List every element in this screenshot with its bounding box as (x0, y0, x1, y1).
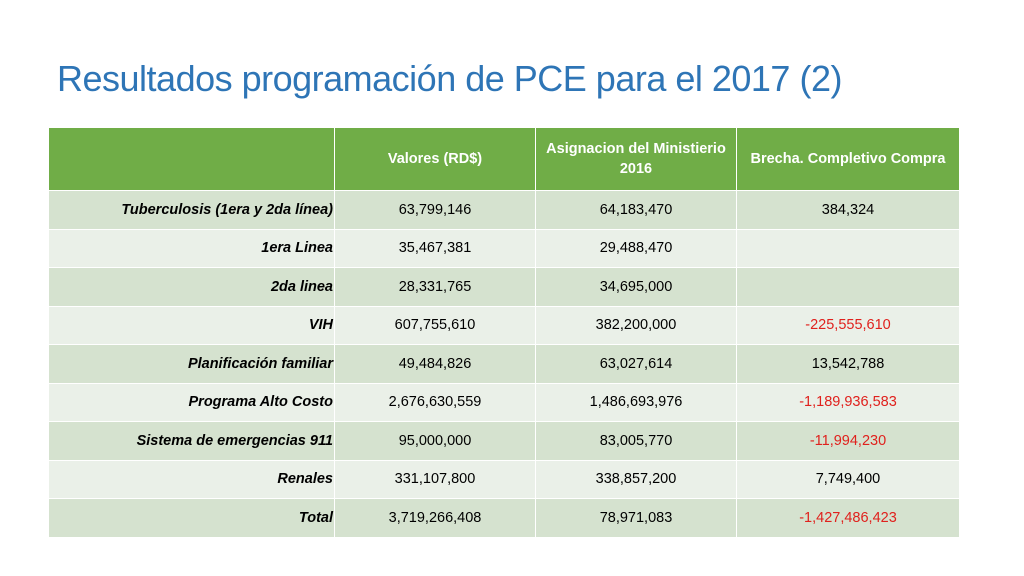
cell-asignacion: 34,695,000 (535, 267, 737, 307)
table-row: 2da linea 28,331,765 34,695,000 (48, 267, 960, 307)
row-label: Programa Alto Costo (48, 382, 335, 422)
cell-asignacion: 1,486,693,976 (535, 382, 737, 422)
cell-valores: 63,799,146 (334, 190, 536, 230)
table-row: Programa Alto Costo 2,676,630,559 1,486,… (48, 382, 960, 422)
cell-brecha (736, 228, 960, 268)
row-label: Renales (48, 459, 335, 499)
row-label: Planificación familiar (48, 344, 335, 384)
cell-valores: 28,331,765 (334, 267, 536, 307)
cell-asignacion: 78,971,083 (535, 498, 737, 538)
table-header-row: Valores (RD$) Asignacion del Ministierio… (48, 127, 960, 191)
header-brecha: Brecha. Completivo Compra (736, 127, 960, 191)
table-row: VIH 607,755,610 382,200,000 -225,555,610 (48, 305, 960, 345)
cell-valores: 95,000,000 (334, 421, 536, 461)
cell-valores: 49,484,826 (334, 344, 536, 384)
results-table: Valores (RD$) Asignacion del Ministierio… (48, 127, 960, 538)
slide-title: Resultados programación de PCE para el 2… (57, 58, 842, 99)
header-empty (48, 127, 335, 191)
header-valores: Valores (RD$) (334, 127, 536, 191)
cell-asignacion: 64,183,470 (535, 190, 737, 230)
row-label: Tuberculosis (1era y 2da línea) (48, 190, 335, 230)
cell-asignacion: 29,488,470 (535, 228, 737, 268)
cell-brecha: 13,542,788 (736, 344, 960, 384)
table-row: Renales 331,107,800 338,857,200 7,749,40… (48, 459, 960, 499)
cell-asignacion: 83,005,770 (535, 421, 737, 461)
cell-brecha: -225,555,610 (736, 305, 960, 345)
table-row: 1era Linea 35,467,381 29,488,470 (48, 228, 960, 268)
table-row: Planificación familiar 49,484,826 63,027… (48, 344, 960, 384)
row-label: Total (48, 498, 335, 538)
cell-brecha: 384,324 (736, 190, 960, 230)
cell-brecha: 7,749,400 (736, 459, 960, 499)
table-row-total: Total 3,719,266,408 78,971,083 -1,427,48… (48, 498, 960, 538)
table-row: Sistema de emergencias 911 95,000,000 83… (48, 421, 960, 461)
cell-valores: 607,755,610 (334, 305, 536, 345)
header-asignacion: Asignacion del Ministierio 2016 (535, 127, 737, 191)
cell-asignacion: 63,027,614 (535, 344, 737, 384)
cell-brecha: -1,189,936,583 (736, 382, 960, 422)
cell-brecha (736, 267, 960, 307)
table-row: Tuberculosis (1era y 2da línea) 63,799,1… (48, 190, 960, 230)
row-label: 2da linea (48, 267, 335, 307)
cell-asignacion: 338,857,200 (535, 459, 737, 499)
row-label: VIH (48, 305, 335, 345)
row-label: Sistema de emergencias 911 (48, 421, 335, 461)
cell-valores: 3,719,266,408 (334, 498, 536, 538)
cell-brecha: -11,994,230 (736, 421, 960, 461)
cell-valores: 2,676,630,559 (334, 382, 536, 422)
cell-asignacion: 382,200,000 (535, 305, 737, 345)
cell-valores: 35,467,381 (334, 228, 536, 268)
cell-valores: 331,107,800 (334, 459, 536, 499)
cell-brecha: -1,427,486,423 (736, 498, 960, 538)
row-label: 1era Linea (48, 228, 335, 268)
